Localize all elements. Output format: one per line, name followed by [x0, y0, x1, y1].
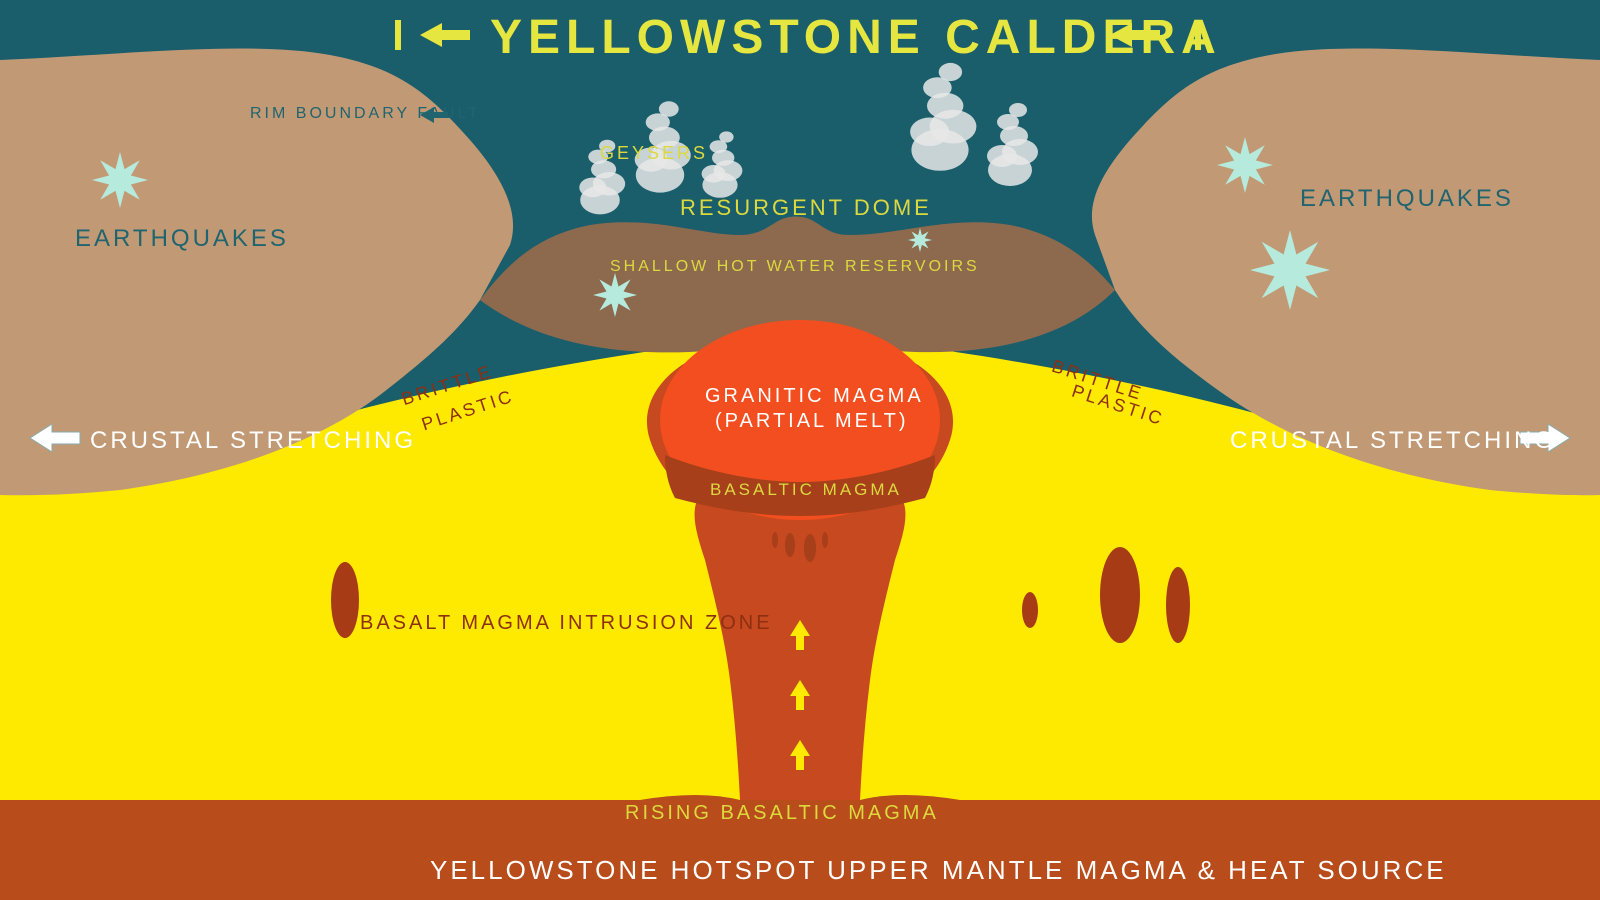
earthquake-star [92, 152, 148, 208]
intrusion-dot [331, 562, 359, 638]
intrusion-dot [1166, 567, 1190, 643]
hotspot-label: YELLOWSTONE HOTSPOT UPPER MANTLE MAGMA &… [430, 855, 1447, 886]
geysers-label: GEYSERS [600, 143, 708, 164]
earthquake-star [1250, 230, 1330, 310]
basaltic-magma-label: BASALTIC MAGMA [710, 480, 902, 500]
granitic-label-1: GRANITIC MAGMA [705, 385, 924, 408]
intrusion-dot [1100, 547, 1140, 643]
earthquake-star [1217, 137, 1273, 193]
rim-fault-label: RIM BOUNDARY FAULT [250, 105, 481, 123]
earthquakes-left-label: EARTHQUAKES [75, 225, 289, 253]
earthquake-star [908, 228, 932, 252]
rising-label: RISING BASALTIC MAGMA [625, 802, 939, 825]
resurgent-dome-label: RESURGENT DOME [680, 195, 932, 221]
granitic-label-2: (PARTIAL MELT) [715, 410, 909, 433]
title-label: YELLOWSTONE CALDERA [490, 10, 1222, 65]
intrusion-dot [1022, 592, 1038, 628]
crustal-left-label: CRUSTAL STRETCHING [90, 427, 416, 455]
earthquakes-right-label: EARTHQUAKES [1300, 185, 1514, 213]
shallow-reservoirs-label: SHALLOW HOT WATER RESERVOIRS [610, 258, 980, 276]
earthquake-star [593, 273, 637, 317]
intrusion-zone-label: BASALT MAGMA INTRUSION ZONE [360, 612, 773, 635]
crustal-right-label: CRUSTAL STRETCHING [1230, 427, 1556, 455]
